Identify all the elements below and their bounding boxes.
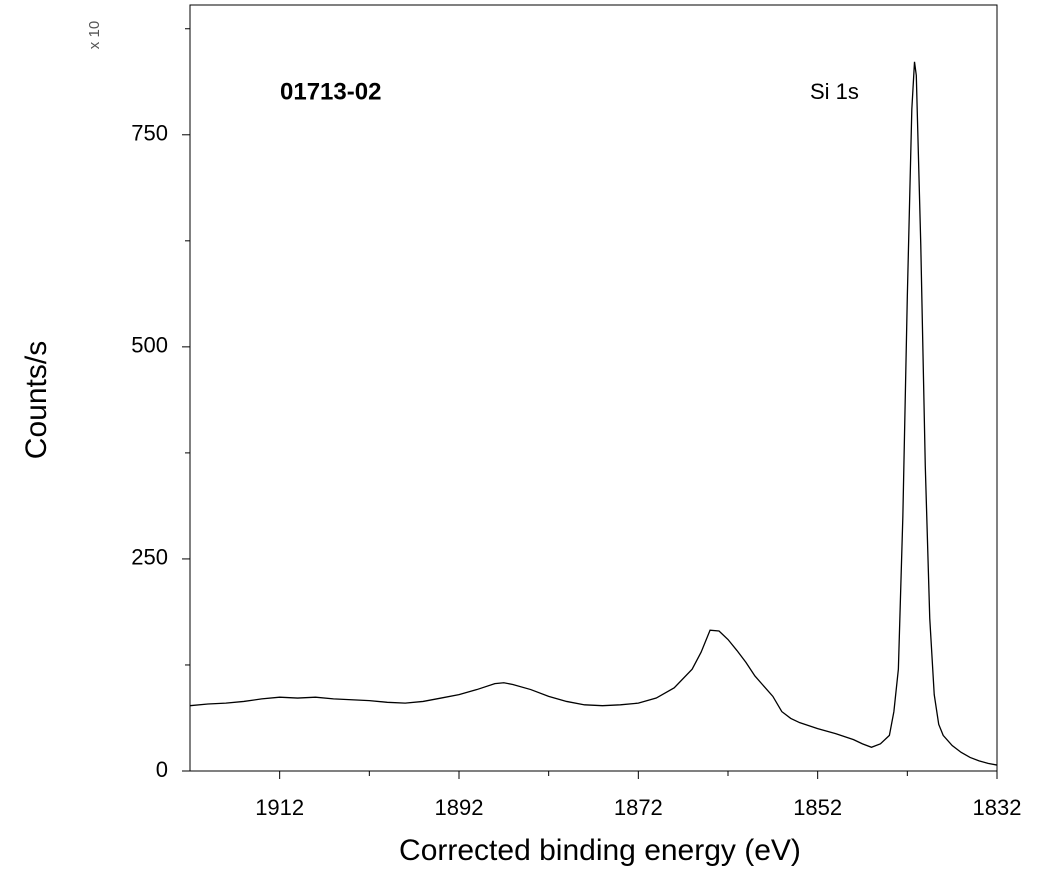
x-tick-label: 1832 (973, 795, 1022, 820)
x-tick-label: 1852 (793, 795, 842, 820)
y-tick-label: 750 (131, 121, 168, 146)
y-tick-label: 500 (131, 333, 168, 358)
x-tick-label: 1892 (435, 795, 484, 820)
sample-label: 01713-02 (280, 78, 381, 105)
spectrum-line (189, 61, 998, 766)
y-tick-label: 250 (131, 545, 168, 570)
y-multiplier: x 10 (86, 21, 103, 49)
peak-label: Si 1s (810, 79, 859, 104)
plot-frame (189, 4, 998, 772)
x-tick-label: 1872 (614, 795, 663, 820)
y-tick-label: 0 (156, 757, 168, 782)
x-tick-label: 1912 (255, 795, 304, 820)
x-axis-label: Corrected binding energy (eV) (399, 834, 801, 867)
y-axis-label: Counts/s (20, 341, 53, 459)
